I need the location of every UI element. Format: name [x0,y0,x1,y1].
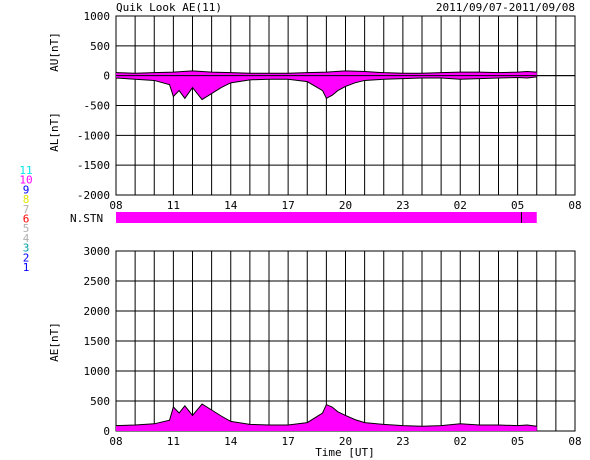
aual-xtick-label: 08 [568,199,581,212]
ae-ytick-label: 500 [90,395,110,408]
ae-ae-area [116,404,537,431]
ae-xtick-label: 08 [109,435,122,448]
station-count-panel [116,212,537,223]
aual-al-area [116,75,537,100]
aual-au-area [116,70,537,76]
aual-xtick-label: 17 [282,199,295,212]
ae-xtick-label: 02 [454,435,467,448]
aual-al-line [115,76,537,101]
aual-ytick-label: -500 [84,100,111,113]
ae-xtick-label: 17 [282,435,295,448]
ae-ytick-label: 1000 [84,365,111,378]
aual-ytick-label: -2000 [77,189,110,202]
ae-xtick-label: 14 [224,435,238,448]
ae-ytick-label: 2000 [84,305,111,318]
aual-xtick-label: 20 [339,199,352,212]
station-legend-entry: 5 [23,222,30,235]
station-legend-entry: 2 [23,251,30,264]
ae-ytick-label: 3000 [84,245,111,258]
station-count-bar [116,212,537,223]
station-legend-entry: 6 [23,213,30,226]
ae-axis-label: AE[nT] [48,322,61,362]
nstn-label: N.STN [70,212,103,225]
date-range: 2011/09/07-2011/09/08 [436,1,575,14]
aual-ytick-label: 1000 [84,10,111,23]
aual-ytick-label: 500 [90,40,110,53]
station-legend-entry: 10 [19,174,32,187]
aual-ytick-label: -1500 [77,159,110,172]
aual-xtick-label: 14 [224,199,238,212]
aual-xtick-label: 08 [109,199,122,212]
ae-xtick-label: 08 [568,435,581,448]
station-legend-entry: 7 [23,203,30,216]
ae-xtick-label: 11 [167,435,180,448]
ae-xtick-label: 05 [511,435,524,448]
ae-ytick-label: 1500 [84,335,111,348]
ae-ae-line [115,403,537,427]
ae-ytick-label: 2500 [84,275,111,288]
aual-xtick-label: 11 [167,199,180,212]
ae-xtick-label: 20 [339,435,352,448]
station-legend-entry: 1 [23,261,30,274]
station-legend-entry: 11 [19,164,32,177]
au-axis-label: AU[nT] [48,32,61,72]
station-legend-entry: 8 [23,193,30,206]
al-axis-label: AL[nT] [48,112,61,152]
aual-ytick-label: 0 [103,70,110,83]
aual-xtick-label: 02 [454,199,467,212]
station-legend-entry: 9 [23,183,30,196]
aual-au-line [115,70,537,74]
station-legend-entry: 4 [23,232,30,245]
chart-title: Quik Look AE(11) [116,1,222,14]
aual-xtick-label: 23 [396,199,409,212]
station-legend-entry: 3 [23,242,30,255]
aual-ytick-label: -1000 [77,129,110,142]
ae-xtick-label: 23 [396,435,409,448]
ae-ytick-label: 0 [103,425,110,438]
aual-xtick-label: 05 [511,199,524,212]
x-axis-label: Time [UT] [315,446,375,459]
